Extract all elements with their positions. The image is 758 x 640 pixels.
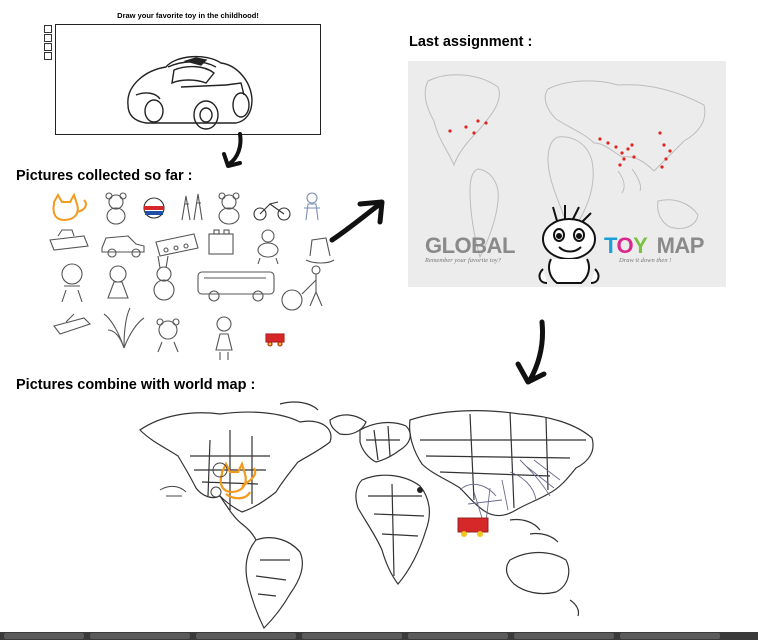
baby-face — [61, 263, 83, 303]
combined-world-map — [139, 401, 594, 630]
arrow-down-large — [515, 319, 547, 385]
taskbar-item-2[interactable] — [90, 633, 190, 639]
taskbar-item-3[interactable] — [196, 633, 296, 639]
blocks — [208, 229, 234, 255]
dolls — [181, 193, 203, 221]
man-with-hoop — [281, 265, 323, 311]
taskbar-item-4[interactable] — [302, 633, 402, 639]
jet-plane — [53, 313, 92, 335]
taskbar-item-5[interactable] — [408, 633, 508, 639]
tool-square-1[interactable] — [44, 25, 52, 33]
plant — [103, 307, 145, 349]
taskbar-item-7[interactable] — [620, 633, 720, 639]
arrow-right — [329, 199, 385, 243]
girl-doll — [107, 265, 129, 299]
car-sketch — [127, 56, 253, 130]
section-combine: Pictures combine with world map : — [16, 377, 256, 393]
bus — [197, 271, 275, 302]
doll-outline — [304, 192, 320, 221]
drawing-canvas[interactable] — [55, 24, 321, 135]
overlay-north-america-2 — [159, 462, 228, 498]
tool-square-4[interactable] — [44, 52, 52, 60]
poster-title-toy-map: TOY MAP — [604, 233, 705, 258]
rabbit-toy — [153, 255, 175, 301]
mascot-kid-icon — [538, 205, 600, 284]
toy-train — [155, 233, 199, 257]
teddy-bear-2 — [218, 192, 240, 225]
poster-title-map: MAP — [656, 233, 705, 258]
taskbar — [0, 632, 758, 640]
global-toy-map-poster: GLOBAL Remember your favorite toy? TOY M… — [408, 61, 726, 287]
car — [101, 235, 145, 258]
poster-title-toy: T — [604, 233, 617, 258]
tool-square-3[interactable] — [44, 43, 52, 51]
cat-doodle — [52, 192, 87, 222]
ball — [143, 197, 165, 219]
taskbar-item-6[interactable] — [514, 633, 614, 639]
toy-gallery — [49, 192, 335, 360]
tool-square-2[interactable] — [44, 34, 52, 42]
poster-world-map — [424, 74, 706, 259]
overlay-asia — [457, 459, 561, 537]
motorcycle — [253, 201, 291, 221]
section-collected: Pictures collected so far : — [16, 168, 193, 184]
spaceship — [49, 229, 89, 251]
arrow-down-small — [222, 132, 243, 168]
taskbar-item-1[interactable] — [4, 633, 84, 639]
section-last-assignment: Last assignment : — [409, 34, 533, 50]
rocking-horse — [305, 237, 335, 264]
overlay-north-america — [219, 461, 257, 500]
poster-tagline-right: Draw it down then ! — [619, 257, 672, 264]
dog-toy — [257, 229, 279, 265]
teddy-bear — [105, 192, 127, 225]
girl — [215, 316, 233, 360]
poster-tagline-left: Remember your favorite toy? — [425, 257, 501, 264]
canvas-prompt: Draw your favorite toy in the childhood! — [117, 11, 259, 20]
poster-title-global: GLOBAL — [425, 233, 515, 258]
red-cart — [265, 333, 285, 347]
bear-face — [156, 318, 180, 353]
